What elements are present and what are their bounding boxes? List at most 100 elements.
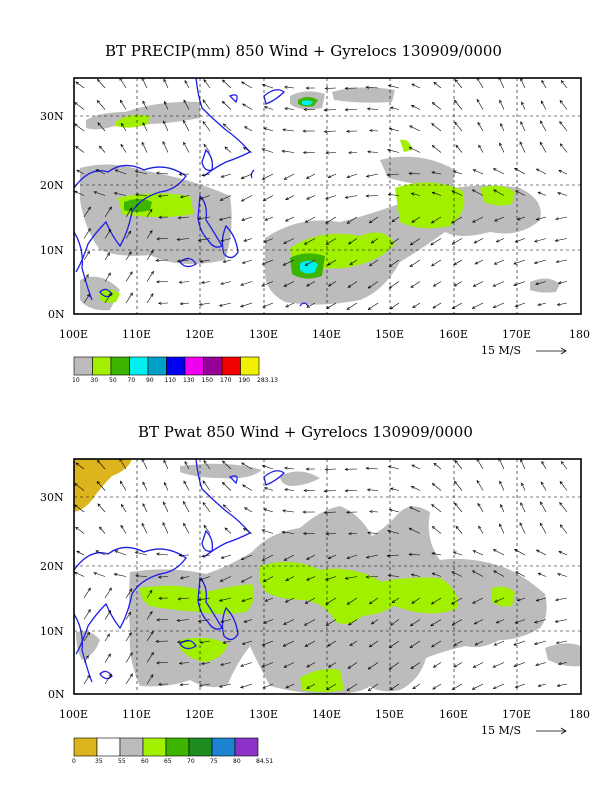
wind-vector-head bbox=[514, 685, 519, 689]
wind-vector bbox=[158, 576, 169, 578]
legend-label: 283.13 bbox=[257, 377, 278, 384]
wind-vector-head bbox=[197, 238, 202, 242]
wind-vector-head bbox=[326, 306, 330, 310]
wind-vector bbox=[304, 259, 316, 266]
wind-vector bbox=[135, 551, 148, 556]
wind-vector-head bbox=[390, 241, 394, 245]
wind-vector bbox=[390, 488, 400, 491]
wind-vector bbox=[367, 489, 379, 491]
wind-vector-head bbox=[454, 460, 458, 464]
wind-vector-head bbox=[499, 480, 503, 485]
wind-vector-head bbox=[344, 195, 349, 199]
wind-vector bbox=[220, 619, 232, 623]
wind-vector bbox=[99, 145, 106, 153]
wind-vector bbox=[390, 683, 400, 691]
wind-vector-head bbox=[106, 252, 110, 256]
wind-vector bbox=[349, 259, 358, 265]
wind-vector-head bbox=[451, 571, 455, 575]
wind-vector bbox=[411, 216, 421, 223]
wind-vector-head bbox=[263, 106, 268, 110]
wind-vector bbox=[324, 109, 337, 111]
wind-vector-head bbox=[499, 142, 503, 147]
wind-vector bbox=[284, 86, 295, 89]
wind-vector bbox=[75, 526, 85, 534]
wind-vector bbox=[221, 554, 232, 559]
wind-vector-head bbox=[305, 175, 310, 179]
wind-vector bbox=[240, 683, 253, 688]
legend-swatch bbox=[147, 356, 167, 376]
wind-vector bbox=[74, 572, 85, 577]
legend-swatch bbox=[73, 356, 93, 376]
wind-vector-head bbox=[325, 196, 329, 200]
wind-vector-head bbox=[203, 79, 207, 83]
wind-vector-head bbox=[240, 176, 245, 180]
wind-vector bbox=[515, 571, 526, 577]
wind-vector bbox=[519, 141, 526, 153]
wind-vector bbox=[115, 550, 127, 556]
wind-vector bbox=[285, 302, 295, 308]
wind-vector bbox=[519, 522, 526, 534]
wind-vector bbox=[328, 281, 337, 287]
wind-vector bbox=[74, 483, 85, 491]
wind-vector bbox=[202, 502, 211, 513]
wind-vector-head bbox=[134, 170, 139, 174]
wind-vector bbox=[285, 683, 295, 689]
wind-vector bbox=[538, 683, 547, 687]
wind-vector-head bbox=[367, 285, 372, 289]
wind-vector-head bbox=[241, 81, 245, 85]
wind-vector-head bbox=[176, 618, 181, 623]
wind-vector-head bbox=[492, 168, 497, 172]
wind-vector-head bbox=[454, 121, 458, 126]
wind-vector-head bbox=[240, 663, 244, 667]
wind-vector-head bbox=[412, 305, 416, 309]
wind-vector bbox=[223, 504, 232, 513]
wind-vector-head bbox=[262, 304, 266, 308]
wind-vector bbox=[515, 619, 526, 624]
wind-vector-head bbox=[555, 641, 560, 645]
wind-vector bbox=[164, 101, 169, 110]
wind-vector-head bbox=[388, 127, 393, 131]
wind-vector bbox=[243, 619, 253, 623]
wind-vector-head bbox=[306, 685, 310, 689]
wind-vector bbox=[306, 195, 316, 200]
wind-vector bbox=[104, 206, 112, 218]
wind-vector-head bbox=[325, 622, 330, 626]
wind-vector bbox=[178, 597, 190, 600]
wind-vector-head bbox=[262, 579, 267, 583]
wind-vector bbox=[478, 145, 484, 153]
wind-vector-head bbox=[129, 207, 133, 211]
panel2-lat-label: 10N bbox=[40, 625, 64, 638]
wind-vector bbox=[366, 554, 379, 558]
wind-vector bbox=[242, 484, 253, 491]
wind-vector bbox=[199, 195, 211, 200]
wind-vector-head bbox=[495, 620, 500, 624]
wind-vector bbox=[371, 619, 379, 625]
wind-vector bbox=[198, 238, 211, 241]
wind-vector-head bbox=[303, 107, 307, 112]
wind-vector-head bbox=[284, 466, 288, 470]
wind-vector bbox=[83, 251, 90, 261]
panel2-lat-label: 0N bbox=[48, 688, 65, 701]
wind-vector-head bbox=[303, 488, 307, 493]
wind-vector bbox=[534, 619, 547, 623]
wind-vector bbox=[430, 238, 442, 246]
wind-vector-head bbox=[119, 99, 123, 104]
wind-vector-head bbox=[199, 640, 204, 644]
wind-vector bbox=[432, 192, 442, 196]
wind-vector-head bbox=[450, 601, 455, 605]
wind-vector-head bbox=[410, 284, 414, 288]
legend-label: 170 bbox=[220, 377, 232, 384]
wind-vector bbox=[177, 640, 190, 643]
wind-vector bbox=[95, 550, 106, 556]
wind-vector bbox=[83, 655, 89, 663]
wind-vector bbox=[521, 482, 526, 491]
wind-vector-head bbox=[478, 144, 482, 149]
wind-vector-head bbox=[306, 196, 310, 200]
wind-vector-head bbox=[411, 219, 415, 223]
wind-vector bbox=[328, 662, 337, 668]
wind-vector bbox=[515, 683, 526, 688]
wind-vector bbox=[409, 173, 421, 175]
wind-vector bbox=[121, 123, 127, 132]
wind-vector bbox=[202, 99, 211, 110]
wind-vector-head bbox=[471, 305, 476, 309]
